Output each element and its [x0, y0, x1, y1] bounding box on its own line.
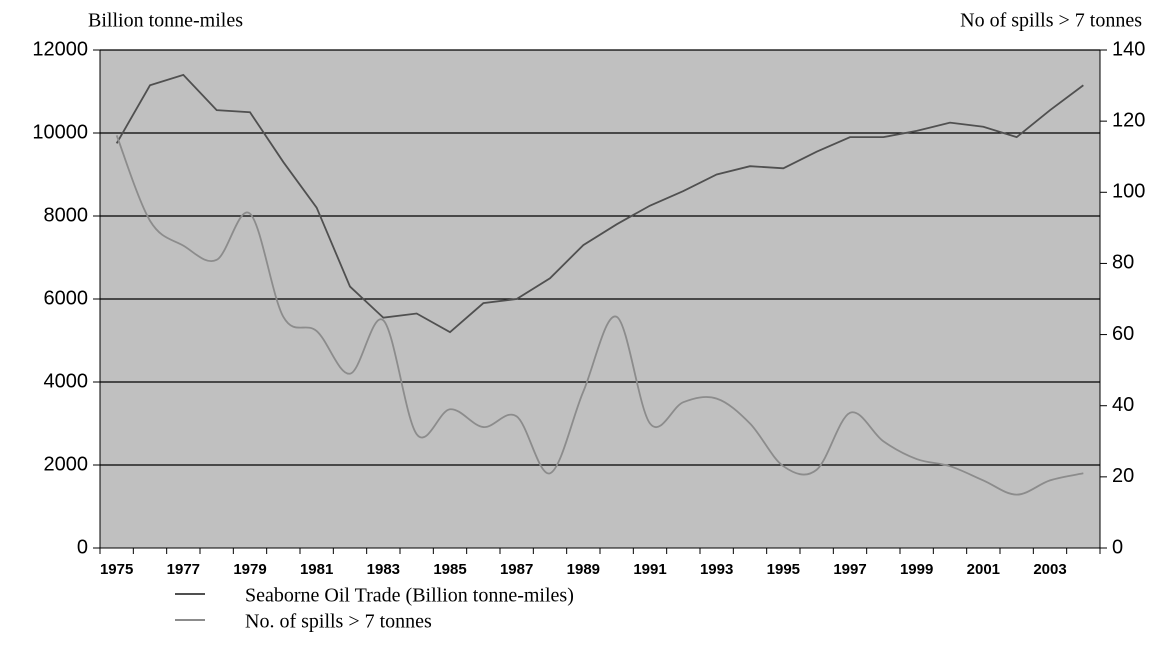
y2-tick-label: 120 [1112, 109, 1145, 131]
series-line [115, 73, 1084, 334]
y-tick-label: 4000 [44, 370, 89, 392]
y-tick-label: 12000 [32, 38, 88, 60]
x-tick-label: 2001 [967, 561, 1000, 578]
legend-label: No. of spills > 7 tonnes [245, 611, 432, 633]
y-tick-label: 0 [77, 536, 88, 558]
x-tick-label: 1983 [367, 561, 400, 578]
x-tick-label: 1979 [233, 561, 266, 578]
y2-tick-label: 40 [1112, 394, 1134, 416]
legend-label: Seaborne Oil Trade (Billion tonne-miles) [245, 585, 574, 607]
y2-tick-label: 140 [1112, 38, 1145, 60]
x-tick-label: 1997 [833, 561, 866, 578]
series-line [115, 135, 1084, 496]
x-tick-label: 1995 [767, 561, 800, 578]
y2-tick-label: 20 [1112, 465, 1134, 487]
y2-axis-title: No of spills > 7 tonnes [960, 10, 1142, 32]
x-tick-label: 1989 [567, 561, 600, 578]
x-tick-label: 1981 [300, 561, 333, 578]
x-tick-label: 1987 [500, 561, 533, 578]
y-tick-label: 6000 [44, 287, 89, 309]
x-tick-label: 1991 [633, 561, 666, 578]
x-tick-label: 1999 [900, 561, 933, 578]
y2-tick-label: 100 [1112, 181, 1145, 203]
y2-tick-label: 80 [1112, 252, 1134, 274]
y2-tick-label: 0 [1112, 536, 1123, 558]
y-tick-label: 8000 [44, 204, 89, 226]
x-tick-label: 1977 [167, 561, 200, 578]
x-tick-label: 1975 [100, 561, 133, 578]
y2-tick-label: 60 [1112, 323, 1134, 345]
x-tick-label: 2003 [1033, 561, 1066, 578]
x-tick-label: 1993 [700, 561, 733, 578]
x-tick-label: 1985 [433, 561, 466, 578]
y-axis-title: Billion tonne-miles [88, 10, 243, 32]
y-tick-label: 10000 [32, 121, 88, 143]
y-tick-label: 2000 [44, 453, 89, 475]
